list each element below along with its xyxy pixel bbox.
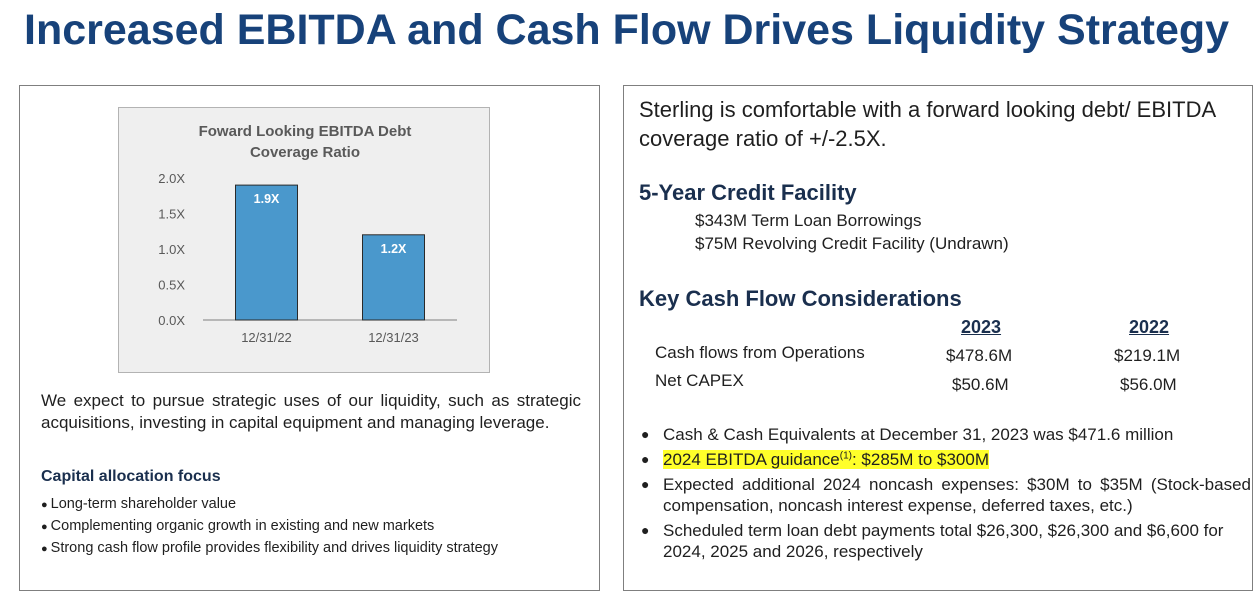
guidance-highlight: 2024 EBITDA guidance(1): $285M to $300M — [663, 450, 989, 469]
cash-row-value: $56.0M — [1120, 375, 1177, 394]
bar — [235, 184, 298, 321]
right-panel: Sterling is comfortable with a forward l… — [623, 85, 1253, 591]
coverage-ratio-chart: Foward Looking EBITDA Debt Coverage Ratio… — [158, 123, 457, 345]
bullet-icon: ● — [41, 521, 48, 533]
credit-facility-heading: 5-Year Credit Facility — [639, 180, 857, 205]
y-tick-label: 1.5X — [158, 207, 185, 222]
bullet-icon: ● — [41, 499, 48, 511]
footnote-marker: (1) — [839, 450, 852, 462]
y-tick-label: 0.5X — [158, 278, 185, 293]
chart-container: Foward Looking EBITDA Debt Coverage Ratio… — [118, 107, 490, 373]
cash-row-value: $219.1M — [1114, 346, 1181, 365]
bullet-icon: ● — [641, 426, 650, 442]
bullet-item-guidance: ● 2024 EBITDA guidance(1): $285M to $300M — [639, 449, 1251, 470]
cash-flow-heading: Key Cash Flow Considerations — [639, 286, 962, 311]
y-tick-label: 1.0X — [158, 242, 185, 257]
bullet-icon: ● — [641, 522, 650, 538]
x-tick-label: 12/31/23 — [368, 330, 419, 345]
bullet-icon: ● — [41, 543, 48, 555]
bar-data-label: 1.2X — [381, 242, 407, 256]
cash-row-label: Cash flows from Operations — [655, 343, 865, 362]
liquidity-bullets: ● Cash & Cash Equivalents at December 31,… — [639, 424, 1251, 566]
capital-allocation-list: ● Long-term shareholder value ● Complement… — [41, 494, 596, 560]
credit-revolver: $75M Revolving Credit Facility (Undrawn) — [695, 234, 1009, 253]
chart-title-line: Foward Looking EBITDA Debt — [199, 123, 412, 140]
slide-title: Increased EBITDA and Cash Flow Drives Li… — [24, 6, 1230, 54]
coverage-statement: Sterling is comfortable with a forward l… — [639, 97, 1215, 151]
allocation-item: ● Complementing organic growth in existin… — [41, 518, 435, 534]
bullet-item: ● Cash & Cash Equivalents at December 31,… — [641, 425, 1174, 444]
bar — [362, 234, 425, 321]
liquidity-paragraph: We expect to pursue strategic uses of ou… — [41, 391, 581, 432]
credit-term-loan: $343M Term Loan Borrowings — [695, 211, 922, 230]
year-header-2022: 2022 — [1129, 317, 1170, 337]
allocation-item: ● Strong cash flow profile provides flexi… — [41, 540, 498, 556]
cash-row-value: $50.6M — [952, 375, 1009, 394]
allocation-item: ● Long-term shareholder value — [41, 496, 237, 512]
chart-title-line: Coverage Ratio — [250, 144, 360, 161]
cash-row-value: $478.6M — [946, 346, 1013, 365]
x-tick-label: 12/31/22 — [241, 330, 292, 345]
bullet-icon: ● — [641, 451, 650, 467]
capital-allocation-heading: Capital allocation focus — [41, 468, 221, 485]
cash-row-label: Net CAPEX — [655, 371, 744, 390]
bullet-item: ● Expected additional 2024 noncash expens… — [641, 475, 1251, 515]
bullet-item: ● Scheduled term loan debt payments total… — [641, 521, 1224, 561]
y-tick-label: 2.0X — [158, 171, 185, 186]
left-panel: Foward Looking EBITDA Debt Coverage Ratio… — [19, 85, 600, 591]
year-header-2023: 2023 — [961, 317, 1002, 337]
bar-data-label: 1.9X — [254, 192, 280, 206]
y-tick-label: 0.0X — [158, 313, 185, 328]
bullet-icon: ● — [641, 476, 650, 492]
